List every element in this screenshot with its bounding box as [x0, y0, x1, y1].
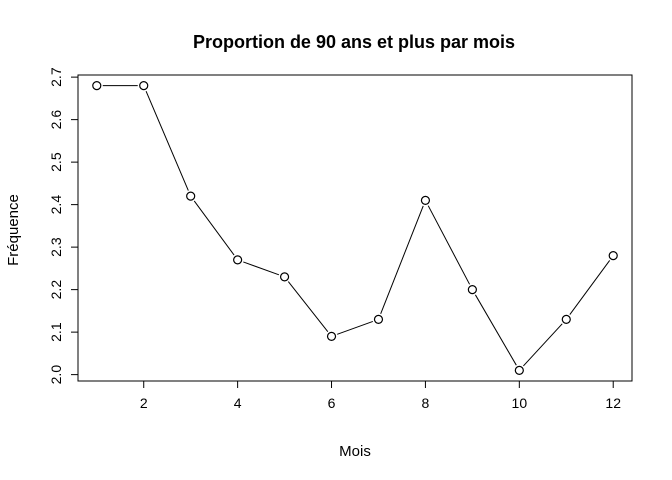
- x-tick-label: 2: [140, 395, 148, 411]
- y-tick-label: 2.1: [48, 322, 64, 342]
- x-tick-label: 6: [328, 395, 336, 411]
- series-line-segment: [193, 200, 235, 256]
- data-point: [420, 195, 431, 205]
- x-axis: 2 4 6 8 10 12: [140, 380, 621, 411]
- data-point: [279, 272, 290, 282]
- data-point: [233, 255, 243, 265]
- data-point: [608, 251, 618, 261]
- series-line-segment: [427, 205, 471, 285]
- series-group: [92, 81, 618, 375]
- series-line-segment: [474, 294, 517, 366]
- y-axis-label: Fréquence: [5, 194, 22, 266]
- y-tick-label: 2.6: [48, 110, 64, 130]
- series-line-segment: [287, 281, 329, 332]
- series-line-segment: [243, 261, 280, 276]
- y-tick-label: 2.7: [48, 67, 64, 87]
- chart-title: Proportion de 90 ans et plus par mois: [193, 32, 515, 52]
- plot-frame: [77, 74, 633, 382]
- x-tick-label: 12: [605, 395, 621, 411]
- x-axis-label: Mois: [339, 443, 371, 460]
- y-axis: 2.0 2.1 2.2 2.3 2.4 2.5 2.6 2.7: [48, 67, 79, 385]
- y-tick-label: 2.2: [48, 280, 64, 300]
- data-point: [561, 314, 571, 324]
- x-tick-label: 8: [422, 395, 430, 411]
- data-point: [467, 285, 477, 295]
- data-point: [92, 81, 102, 91]
- data-point: [373, 314, 384, 324]
- x-tick-label: 10: [512, 395, 528, 411]
- series-line-segment: [145, 90, 189, 191]
- y-tick-label: 2.0: [48, 365, 64, 385]
- data-point: [139, 81, 149, 91]
- data-point: [514, 365, 524, 375]
- x-tick-label: 4: [234, 395, 242, 411]
- y-tick-label: 2.3: [48, 237, 64, 257]
- series-line-segment: [336, 320, 374, 335]
- data-point: [186, 191, 196, 201]
- data-point: [326, 331, 337, 341]
- y-tick-label: 2.4: [48, 195, 64, 215]
- y-tick-label: 2.5: [48, 152, 64, 172]
- series-line-segment: [380, 205, 424, 314]
- series-line-segment: [569, 260, 611, 315]
- series-line-segment: [523, 323, 563, 367]
